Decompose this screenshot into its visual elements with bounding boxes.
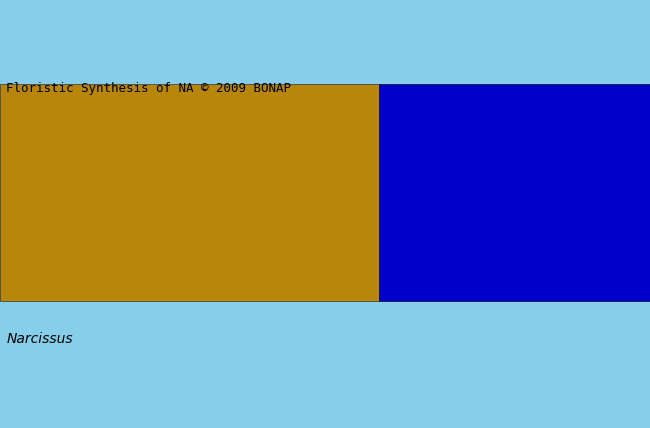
Text: Floristic Synthesis of NA © 2009 BONAP: Floristic Synthesis of NA © 2009 BONAP: [6, 82, 291, 95]
Text: Narcissus: Narcissus: [6, 333, 73, 346]
FancyBboxPatch shape: [379, 84, 650, 300]
FancyBboxPatch shape: [0, 84, 379, 300]
